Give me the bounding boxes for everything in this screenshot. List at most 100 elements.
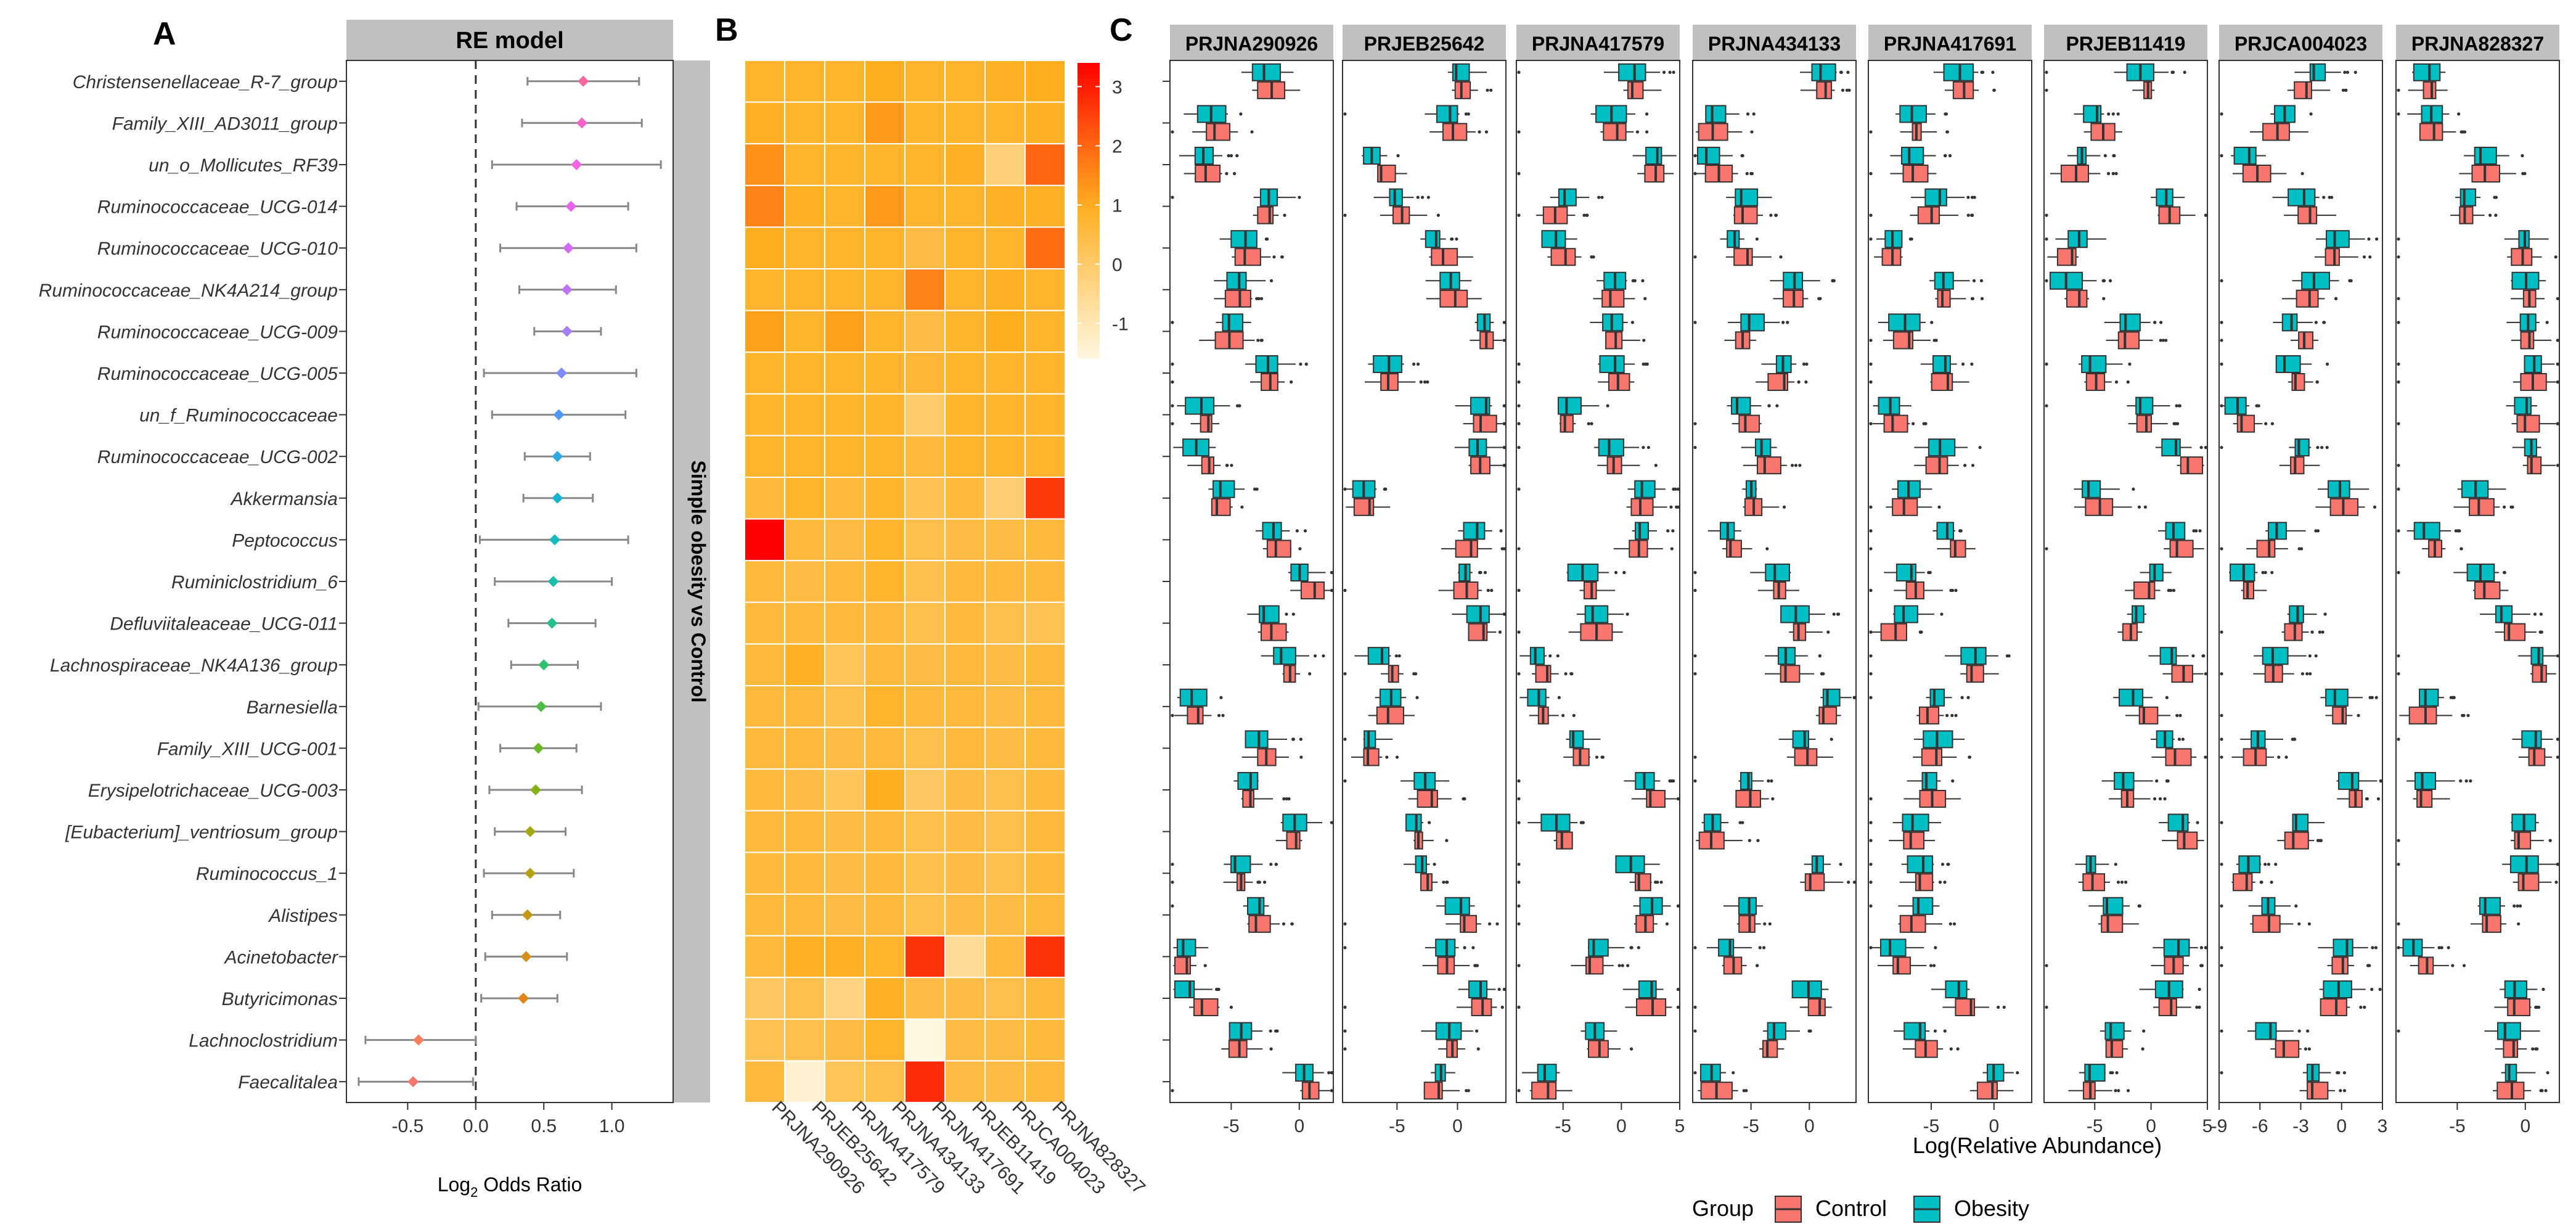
boxplot-outlier: [1590, 255, 1593, 259]
forest-point: [565, 200, 577, 212]
boxplot-outlier: [1253, 487, 1257, 491]
facet-strip-label: PRJNA828327: [2411, 33, 2544, 55]
boxplot-outlier: [1869, 380, 1873, 384]
heatmap-cell: [944, 1018, 986, 1062]
facet-x-tick-label: 3: [2378, 1116, 2388, 1136]
control-box: [2332, 706, 2347, 725]
boxplot-outlier: [2220, 737, 2223, 741]
boxplot-outlier: [1502, 422, 1506, 425]
heatmap-cell: [744, 60, 785, 103]
boxplot-outlier: [1693, 755, 1697, 759]
control-box: [1380, 373, 1399, 392]
boxplot-outlier: [1343, 588, 1347, 593]
facet-x-tick-label: -5: [1389, 1116, 1405, 1136]
boxplot-outlier: [1693, 946, 1697, 950]
boxplot-outlier: [1645, 112, 1649, 116]
boxplot-outlier: [1421, 195, 1425, 199]
boxplot-outlier: [1415, 696, 1419, 699]
control-box: [1917, 206, 1940, 224]
boxplot-outlier: [2494, 195, 2498, 199]
boxplot-outlier: [2274, 863, 2278, 866]
control-box: [2469, 498, 2495, 516]
obesity-box: [1929, 688, 1945, 707]
control-box: [1903, 831, 1925, 850]
heatmap-cell: [904, 560, 946, 603]
boxplot-outlier: [2447, 946, 2450, 950]
boxplot-outlier: [1486, 88, 1489, 92]
boxplot-outlier: [1767, 404, 1771, 408]
obesity-box: [1645, 146, 1662, 165]
boxplot-outlier: [2045, 547, 2048, 551]
boxplot-outlier: [2373, 505, 2377, 509]
boxplot-outlier: [2316, 446, 2320, 450]
boxplot-outlier: [1961, 362, 1965, 366]
boxplot-outlier: [2437, 946, 2441, 950]
obesity-box: [2149, 563, 2164, 582]
obesity-box: [2413, 522, 2440, 540]
boxplot-outlier: [1330, 570, 1333, 575]
boxplot-outlier: [2204, 213, 2207, 217]
boxplot-outlier: [2103, 154, 2107, 158]
heatmap-cell: [944, 518, 986, 562]
boxplot-outlier: [1818, 654, 1822, 658]
boxplot-outlier: [1666, 529, 1670, 533]
obesity-box: [1943, 63, 1974, 81]
boxplot-outlier: [1979, 279, 1984, 282]
obesity-box: [1569, 730, 1584, 749]
boxplot-outlier: [1171, 404, 1174, 408]
boxplot-outlier: [1266, 237, 1269, 241]
heatmap-cell: [904, 184, 946, 228]
boxplot-outlier: [2220, 863, 2223, 866]
control-box: [2296, 289, 2319, 308]
facet-strip-label: PRJCA004023: [2235, 33, 2367, 55]
heatmap-legend-label: 0: [1112, 255, 1122, 275]
boxplot-outlier: [2045, 213, 2048, 217]
boxplot-outlier: [2270, 570, 2274, 575]
control-box: [1460, 914, 1477, 933]
boxplot-outlier: [2494, 213, 2498, 217]
heatmap-cell: [1024, 810, 1066, 853]
boxplot-outlier: [1502, 339, 1506, 342]
boxplot-outlier: [2045, 362, 2048, 366]
boxplot-outlier: [1622, 570, 1626, 575]
facet-strip-label: PRJNA417579: [1532, 33, 1664, 55]
boxplot-outlier: [1938, 881, 1942, 884]
forest-point: [518, 993, 530, 1004]
obesity-box: [1735, 188, 1759, 207]
boxplot-outlier: [1476, 1047, 1480, 1051]
boxplot-outlier: [2540, 630, 2543, 634]
heatmap-cell: [784, 643, 825, 687]
boxplot-outlier: [2198, 1005, 2201, 1009]
obesity-box: [2294, 438, 2310, 457]
obesity-box: [2459, 188, 2477, 207]
obesity-box: [1928, 438, 1956, 457]
boxplot-outlier: [2314, 654, 2318, 658]
boxplot-outlier: [1327, 1071, 1331, 1075]
boxplot-outlier: [1416, 362, 1420, 366]
boxplot-outlier: [1738, 821, 1742, 824]
facet-strip: [2044, 25, 2207, 60]
heatmap-cell: [1024, 143, 1066, 186]
obesity-box: [1179, 688, 1208, 707]
boxplot-outlier: [2198, 529, 2202, 533]
boxplot-outlier: [1940, 863, 1945, 866]
facet-x-tick-label: -5: [2449, 1116, 2466, 1136]
control-box: [2284, 831, 2309, 850]
boxplot-outlier: [1517, 446, 1521, 450]
heatmap-cell: [984, 435, 1026, 478]
boxplot-outlier: [1869, 630, 1873, 634]
boxplot-outlier: [1629, 1047, 1634, 1051]
control-box: [1228, 1040, 1248, 1058]
heatmap-legend-label: -1: [1112, 314, 1129, 334]
obesity-box: [2479, 897, 2501, 915]
boxplot-outlier: [1924, 422, 1928, 425]
forest-point: [535, 700, 547, 712]
obesity-box: [1765, 563, 1790, 582]
boxplot-outlier: [1971, 213, 1974, 217]
obesity-box: [1212, 480, 1235, 498]
boxplot-outlier: [2342, 1071, 2346, 1075]
heatmap-cell: [744, 643, 785, 687]
boxplot-outlier: [1395, 755, 1399, 759]
facet-x-tick-label: -5: [1923, 1116, 1940, 1136]
obesity-box: [1638, 980, 1657, 998]
